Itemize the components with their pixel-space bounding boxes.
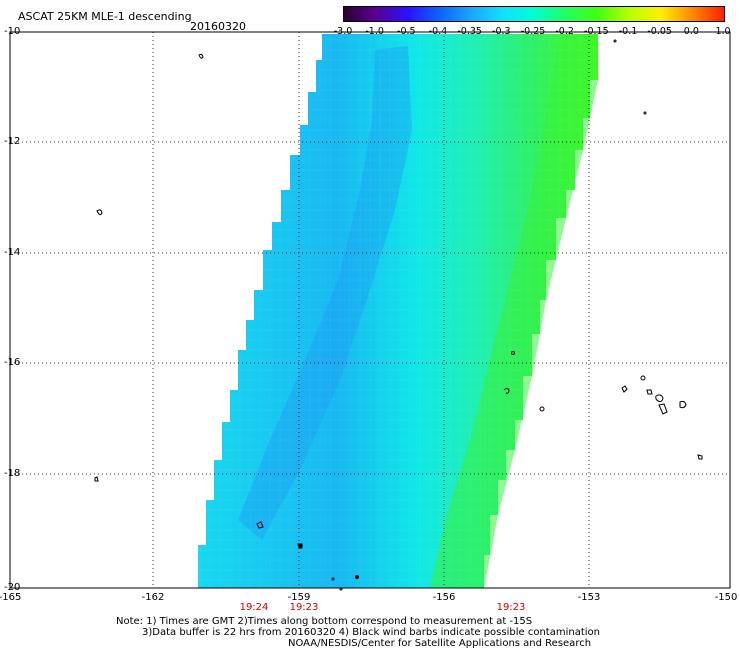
latitude-label: -18 [4,468,21,479]
island [256,521,264,529]
island [613,39,617,43]
island [640,375,646,381]
swath-pixel-texture [190,30,610,590]
map-date: 20160320 [190,20,246,33]
latitude-label: -14 [4,247,21,258]
island [355,575,359,579]
island [96,209,103,216]
island [94,476,99,482]
plot-frame [9,31,731,589]
longitude-label: -162 [141,592,165,603]
island [331,577,335,581]
grid-lines [10,32,730,588]
island [539,406,545,412]
colorbar-label: 1.0 [715,26,731,37]
latitude-label: -10 [4,26,21,37]
island [198,53,204,59]
latitude-label: -12 [4,136,21,147]
latitude-label: -16 [4,357,21,368]
time-label: 19:23 [496,602,526,613]
note-line-1: Note: 1) Times are GMT 2)Times along bot… [116,616,533,627]
longitude-label: -165 [0,592,22,603]
latitude-label: -20 [4,582,21,593]
colorbar-label: -0.3 [492,26,511,37]
colorbar-label: -0.35 [457,26,482,37]
colorbar [343,6,725,22]
colorbar-label: 0.0 [683,26,699,37]
colorbar-label: -0.05 [647,26,672,37]
island [643,111,647,115]
note-line-2: 3)Data buffer is 22 hrs from 20160320 4)… [142,627,600,638]
longitude-label: -153 [577,592,601,603]
island [503,388,510,394]
island [697,454,703,460]
island [511,351,515,355]
colorbar-label: -0.1 [618,26,638,37]
colorbar-label: -0.4 [428,26,448,37]
colorbar-label: -1.0 [365,26,384,37]
map-title: ASCAT 25KM MLE-1 descending [18,10,192,23]
time-label: 19:24 [239,602,269,613]
island [621,385,628,393]
wind-swath [190,30,610,590]
islands [94,39,703,591]
island [679,400,687,409]
colorbar-label: -0.5 [397,26,416,37]
longitude-label: -150 [714,592,738,603]
note-line-3: NOAA/NESDIS/Center for Satellite Applica… [288,638,592,649]
longitude-label: -159 [287,592,311,603]
longitude-label: -156 [432,592,456,603]
colorbar-label: -0.25 [520,26,546,37]
island [658,403,668,415]
island [646,389,653,395]
colorbar-label: -0.15 [584,26,609,37]
time-label: 19:23 [289,602,319,613]
colorbar-label: -0.2 [555,26,574,37]
colorbar-label: -3.0 [333,26,353,37]
island [655,394,664,403]
